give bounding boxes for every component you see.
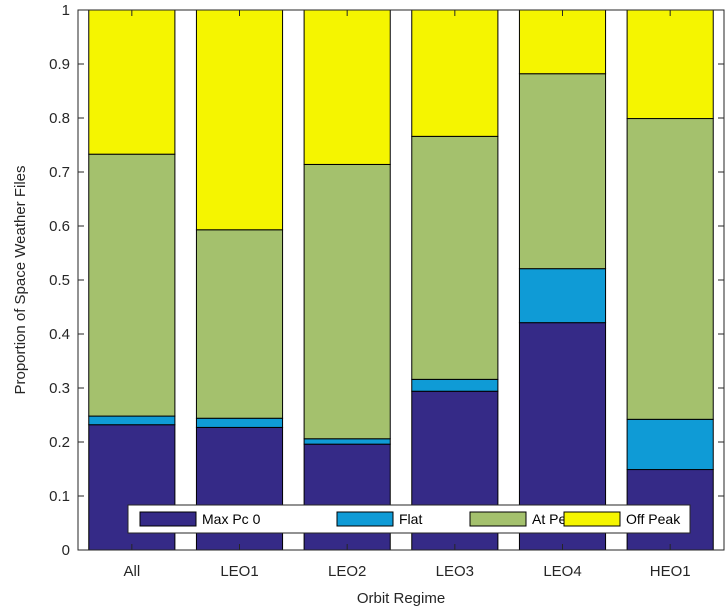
bar-leo2-at-peak [303,163,391,440]
y-tick-label: 0.5 [49,272,70,289]
y-tick-label: 0.3 [49,380,70,397]
bar-leo2-flat [303,438,391,445]
legend-label: Max Pc 0 [202,511,261,527]
legend-swatch [336,511,394,527]
legend-swatch [563,511,621,527]
bar-heo1-flat [626,418,714,471]
x-tick-label: LEO1 [220,563,258,580]
y-tick-label: 0.8 [49,110,70,127]
bar-leo4-off-peak [518,9,607,75]
bar-leo3-flat [411,378,499,392]
y-tick-label: 0 [62,542,70,559]
bar-leo3-off-peak [411,9,499,137]
x-axis: All LEO1 LEO2 LEO3 LEO4 HEO1 [123,10,691,580]
bar-all-off-peak [88,9,176,155]
legend-label: Flat [399,511,422,527]
legend-swatch [139,511,197,527]
x-axis-label: Orbit Regime [357,590,445,607]
y-tick-label: 0.1 [49,488,70,505]
bar-leo4-at-peak [518,73,607,270]
bars-group [88,9,714,551]
y-tick-label: 0.6 [49,218,70,235]
x-tick-label: LEO2 [328,563,366,580]
legend-swatch [469,511,527,527]
bar-leo3-at-peak [411,135,499,380]
bar-all-flat [88,415,176,426]
y-tick-label: 0.4 [49,326,70,343]
legend-label: Off Peak [626,511,681,527]
x-tick-label: LEO4 [543,563,581,580]
legend: Max Pc 0 Flat At Peak Off Peak [127,504,691,534]
bar-leo1-flat [195,417,284,428]
x-tick-label: LEO3 [436,563,474,580]
bar-all-at-peak [88,153,176,417]
bar-leo2-off-peak [303,9,391,165]
x-tick-label: All [123,563,140,580]
bar-leo1-off-peak [195,9,284,231]
x-tick-label: HEO1 [650,563,691,580]
bar-leo4-flat [518,268,607,324]
bar-heo1-at-peak [626,118,714,420]
y-tick-label: 0.9 [49,56,70,73]
bar-heo1-off-peak [626,9,714,120]
y-axis-label: Proportion of Space Weather Files [12,165,29,394]
y-tick-label: 1 [62,2,70,19]
y-axis: 0 0.1 0.2 0.3 0.4 0.5 0.6 0.7 0.8 0.9 1 [49,2,724,559]
bar-leo2-max-pc-0 [303,443,391,551]
y-tick-label: 0.7 [49,164,70,181]
bar-leo1-at-peak [195,229,284,419]
y-tick-label: 0.2 [49,434,70,451]
